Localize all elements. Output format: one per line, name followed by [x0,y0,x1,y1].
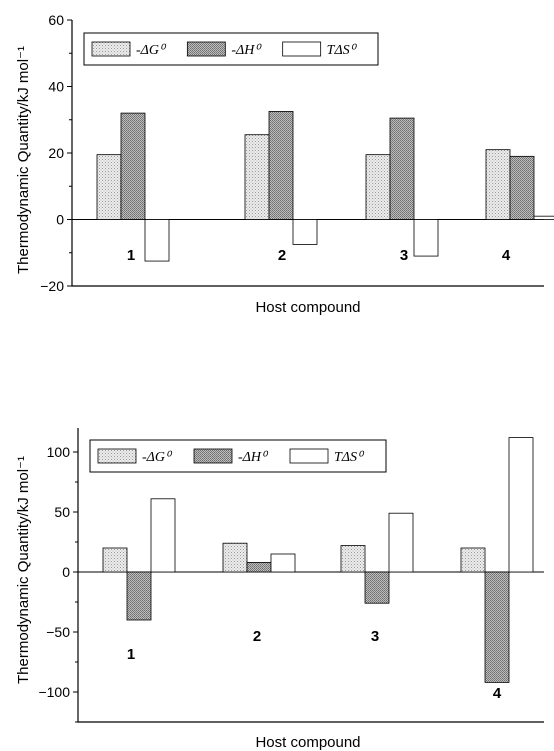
legend-label: -ΔH⁰ [231,43,262,58]
legend-frame [89,439,387,473]
bar [144,219,170,262]
bar [533,215,554,220]
y-tick-label: 0 [62,564,70,580]
legend-label: TΔS⁰ [334,450,365,465]
y-tick-label: 50 [54,504,70,520]
bar [268,111,294,220]
legend-swatch [282,41,322,57]
chart-top: Thermodynamic Quantity/kJ mol⁻¹ Host com… [15,12,554,316]
category-label: 3 [371,628,379,645]
bar [340,545,366,573]
bar [244,134,270,220]
legend-frame [83,32,379,66]
legend-label: -ΔG⁰ [136,43,167,58]
bar [120,112,146,220]
legend-label: -ΔG⁰ [142,450,173,465]
legend-label: TΔS⁰ [327,43,358,58]
bar [364,571,390,604]
legend-swatch [289,448,329,464]
y-tick-label: −100 [38,684,70,700]
category-label: 4 [493,685,502,702]
bar [484,571,510,683]
bar [389,117,415,220]
bar [270,553,296,573]
y-tick-label: −20 [40,278,64,294]
legend-swatch [91,41,131,57]
y-tick-label: 40 [48,79,64,95]
bar [126,571,152,621]
y-tick-label: 60 [48,12,64,28]
bar [460,547,486,573]
category-label: 2 [253,628,261,645]
category-label: 1 [127,247,135,264]
category-label: 1 [127,646,135,663]
bar [365,154,391,220]
bar [102,547,128,573]
y-axis-label: Thermodynamic Quantity/kJ mol⁻¹ [15,46,32,274]
legend-swatch [193,448,233,464]
x-axis-label: Host compound [255,299,360,316]
bar [292,219,318,245]
y-tick-label: 100 [47,444,71,460]
bar [96,154,122,220]
bar [485,149,511,220]
y-tick-label: 0 [56,212,64,228]
y-axis-label: Thermodynamic Quantity/kJ mol⁻¹ [15,456,32,684]
legend: -ΔG⁰ -ΔH⁰ TΔS⁰ [83,32,379,66]
bar [222,542,248,573]
x-axis-label: Host compound [255,734,360,751]
legend-swatch [186,41,226,57]
legend-swatch [97,448,137,464]
legend: -ΔG⁰ -ΔH⁰ TΔS⁰ [89,439,387,473]
bar [246,562,272,573]
category-label: 3 [400,247,408,264]
bar [508,437,534,573]
category-label: 4 [502,247,511,264]
y-tick-label: 20 [48,145,64,161]
chart-bottom: Thermodynamic Quantity/kJ mol⁻¹ Host com… [15,428,544,751]
bar [413,219,439,257]
legend-label: -ΔH⁰ [238,450,269,465]
bar [509,155,535,220]
bar [388,512,414,573]
category-label: 2 [278,247,286,264]
y-tick-label: −50 [46,624,70,640]
bar [150,498,176,573]
